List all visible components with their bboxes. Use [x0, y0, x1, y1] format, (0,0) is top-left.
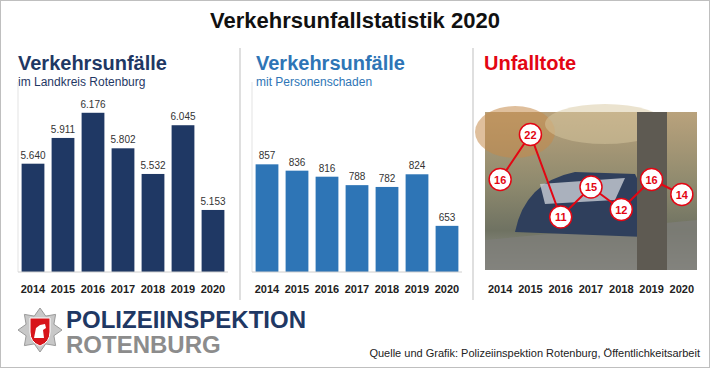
logo-text: ROTENBURG: [66, 331, 221, 358]
x-tick-label: 2019: [171, 283, 195, 295]
page-title: Verkehrsunfallstatistik 2020: [210, 8, 500, 33]
logo-shield: [30, 318, 50, 346]
point: [580, 176, 602, 198]
data-label: 6.176: [80, 99, 105, 110]
x-tick-label: 2019: [405, 283, 429, 295]
bar: [376, 187, 399, 272]
x-tick-label: 2020: [435, 283, 459, 295]
data-label: 5.640: [20, 150, 45, 161]
separator: [240, 48, 241, 300]
data-labels: 5.640 5.911 6.176 5.802 5.532 6.045 5.153: [20, 99, 225, 207]
x-tick-label: 2018: [609, 283, 633, 295]
logo-badge: [18, 308, 62, 352]
bar: [436, 226, 459, 272]
x-tick-label: 2014: [255, 283, 280, 295]
point: [610, 199, 632, 221]
chart-panel: Verkehrsunfällemit Personenschaden 857 836…: [252, 52, 462, 295]
x-tick-label: 2015: [51, 283, 75, 295]
bar: [406, 174, 429, 272]
data-label: 15: [585, 181, 597, 193]
x-tick-label: 2017: [579, 283, 603, 295]
x-tick-label: 2016: [315, 283, 339, 295]
y-axis-line: [18, 82, 19, 272]
x-tick-label: 2018: [375, 283, 399, 295]
point: [550, 206, 572, 228]
data-label: 11: [555, 211, 567, 223]
chart-panel: Unfalltote 16 22 11 15 12 16 14 2014 2015 2016 2017…: [475, 52, 697, 295]
bar: [202, 210, 225, 272]
bar: [82, 113, 105, 272]
x-tick-label: 2017: [111, 283, 135, 295]
x-tick-label: 2015: [518, 283, 542, 295]
data-label: 12: [615, 204, 627, 216]
logo-text: POLIZEIINSPEKTION: [66, 306, 306, 333]
bar: [142, 174, 165, 272]
data-label: 14: [676, 189, 689, 201]
page: {"title": "Verkehrsunfallstatistik 2020"…: [0, 0, 710, 368]
x-axis-line: [252, 272, 462, 273]
chart-panel: Verkehrsunfälleim Landkreis Rotenburg 5.6…: [18, 52, 228, 295]
data-label: 5.802: [110, 134, 135, 145]
data-label: 16: [494, 174, 506, 186]
data-label: 782: [379, 173, 396, 184]
frame: [1, 1, 710, 368]
logo-star: [18, 308, 62, 352]
data-label: 5.532: [140, 160, 165, 171]
bar: [172, 125, 195, 272]
point: [641, 169, 663, 191]
x-tick-label: 2019: [639, 283, 663, 295]
data-label: 6.045: [170, 111, 195, 122]
separator: [473, 48, 474, 300]
x-tick-label: 2020: [201, 283, 225, 295]
bar: [316, 177, 339, 272]
data-label: 824: [409, 160, 426, 171]
bar: [52, 138, 75, 272]
x-tick-label: 2014: [21, 283, 46, 295]
data-labels: 16 22 11 15 12 16 14: [494, 129, 689, 224]
point: [489, 169, 511, 191]
chart-title: Verkehrsunfälle: [256, 52, 405, 74]
photo-tree: [637, 112, 667, 270]
chart-root: Verkehrsunfallstatistik 2020 Verkehrsunfä…: [0, 0, 710, 368]
x-tick-label: 2018: [141, 283, 165, 295]
x-tick-label: 2017: [345, 283, 369, 295]
data-label: 788: [349, 171, 366, 182]
data-label: 5.911: [51, 124, 76, 135]
data-label: 16: [645, 174, 657, 186]
data-label: 836: [289, 157, 306, 168]
data-label: 5.153: [200, 196, 225, 207]
x-tick-label: 2015: [285, 283, 309, 295]
line: [500, 135, 682, 218]
point: [519, 124, 541, 146]
bar: [256, 164, 279, 272]
bar: [22, 164, 45, 272]
source-note: Quelle und Grafik: Polizeiinspektion Rot…: [369, 347, 700, 359]
data-labels: 857 836 816 788 782 824 653: [259, 150, 456, 223]
bar: [112, 148, 135, 272]
plot-area: [22, 113, 225, 272]
x-axis-line: [18, 272, 228, 273]
bar: [286, 171, 309, 272]
photo-car: [515, 172, 646, 237]
plot-area: [256, 164, 459, 272]
y-axis-line: [252, 82, 253, 272]
x-tick-label: 2016: [81, 283, 105, 295]
x-tick-label: 2020: [670, 283, 694, 295]
photo-foliage: [475, 106, 555, 158]
bar: [346, 185, 369, 272]
chart-subtitle: im Landkreis Rotenburg: [18, 75, 145, 89]
data-label: 857: [259, 150, 276, 161]
logo-horse: [34, 324, 46, 338]
data-label: 816: [319, 163, 336, 174]
data-label: 22: [524, 129, 536, 141]
plot-area: [489, 124, 693, 229]
data-label: 653: [439, 212, 456, 223]
x-tick-label: 2014: [488, 283, 513, 295]
chart-subtitle: mit Personenschaden: [256, 75, 372, 89]
x-tick-label: 2016: [548, 283, 572, 295]
chart-title: Verkehrsunfälle: [18, 52, 167, 74]
point: [671, 184, 693, 206]
chart-title: Unfalltote: [484, 52, 576, 74]
